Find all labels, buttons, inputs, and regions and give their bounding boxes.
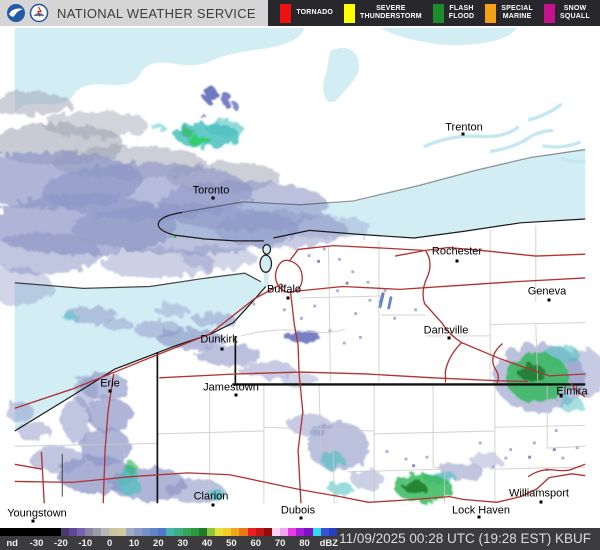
scale-tick: 60 — [250, 537, 262, 549]
scale-tick: nd — [6, 537, 18, 549]
colorbar-segment — [271, 528, 281, 536]
radar-map[interactable] — [0, 26, 600, 528]
colorbar-segment — [117, 528, 126, 536]
colorbar-segment — [0, 528, 61, 536]
colorbar-segment — [101, 528, 110, 536]
scale-tick: -30 — [29, 537, 44, 549]
colorbar-segment — [223, 528, 232, 536]
warning-swatch — [343, 3, 355, 23]
scale-tick: -20 — [54, 537, 68, 549]
brand: NATIONAL WEATHER SERVICE — [0, 3, 256, 23]
warning-swatch — [280, 3, 292, 23]
colorbar-segment — [304, 528, 313, 536]
scale-tick: 50 — [226, 537, 237, 549]
scale-tick: 40 — [201, 537, 213, 549]
colorbar-segment — [150, 528, 159, 536]
scale-tick: 30 — [177, 537, 188, 549]
colorbar-segment — [85, 528, 94, 536]
timestamp: 11/09/2025 00:28 UTC (19:28 EST) KBUF — [339, 531, 591, 546]
colorbar-segment — [158, 528, 167, 536]
nws-logo[interactable] — [29, 3, 49, 23]
colorbar-segment — [190, 528, 199, 536]
colorbar-segment — [174, 528, 183, 536]
colorbar-segment — [239, 528, 248, 536]
colorbar-segment — [320, 528, 329, 536]
radar-map-viewport[interactable] — [0, 26, 600, 528]
warning-swatch — [432, 3, 444, 23]
warning-label: FLASH FLOOD — [448, 5, 475, 20]
warning-label: SNOW SQUALL — [560, 5, 590, 20]
colorbar-segment — [328, 528, 337, 536]
colorbar-segment — [133, 528, 142, 536]
scale-tick: 10 — [128, 537, 140, 549]
colorbar-segment — [141, 528, 151, 536]
warning-label: SEVERE THUNDERSTORM — [359, 5, 422, 20]
colorbar-segment — [215, 528, 224, 536]
scale-tick: 20 — [153, 537, 164, 549]
colorbar-segment — [231, 528, 240, 536]
warning-tornado: TORNADO — [280, 3, 333, 23]
warning-label: TORNADO — [296, 9, 333, 16]
county-lines-layer — [14, 225, 586, 504]
scale-ticks: nd -30 -20 -10 0 10 20 30 40 50 60 70 80 dBZ — [0, 536, 341, 550]
scale-tick: dBZ — [319, 537, 339, 549]
colorbar-segment — [60, 528, 69, 536]
colorbar-segment — [182, 528, 191, 536]
colorbar-segment — [312, 528, 321, 536]
warning-severe-thunderstorm: SEVERE THUNDERSTORM — [343, 3, 422, 23]
colorbar-segment — [280, 528, 289, 536]
colorbar-segment — [166, 528, 175, 536]
colorbar-segment — [206, 528, 216, 536]
colorbar-segment — [125, 528, 134, 536]
state-border-layer — [61, 335, 586, 504]
scale-tick: -10 — [78, 537, 93, 549]
colorbar-segment — [68, 528, 77, 536]
warning-snow-squall: SNOW SQUALL — [544, 3, 590, 23]
colorbar-segment — [247, 528, 256, 536]
colorbar-segment — [198, 528, 207, 536]
warning-swatch — [485, 3, 497, 23]
agency-title: NATIONAL WEATHER SERVICE — [57, 5, 256, 21]
scale-tick: 0 — [106, 537, 113, 549]
warning-special-marine: SPECIAL MARINE — [485, 3, 534, 23]
header-bar: NATIONAL WEATHER SERVICE TORNADO SEVERE T… — [0, 0, 600, 26]
colorbar-segment — [76, 528, 86, 536]
colorbar-segment — [288, 528, 297, 536]
highway-layer — [14, 244, 586, 504]
colorbar-segment — [296, 528, 305, 536]
warning-legend: TORNADO SEVERE THUNDERSTORM FLASH FLOOD SPE… — [268, 0, 600, 26]
warning-label: SPECIAL MARINE — [501, 5, 534, 20]
colorbar-segment — [109, 528, 118, 536]
bay-of-quinte — [422, 102, 586, 164]
colorbar-segment — [255, 528, 264, 536]
status-bar: nd -30 -20 -10 0 10 20 30 40 50 60 70 80 dBZ 11/09/20… — [0, 528, 600, 550]
scale-tick: 80 — [299, 537, 310, 549]
colorbar-segment — [263, 528, 272, 536]
reflectivity-colorbar — [0, 528, 337, 536]
colorbar-segment — [93, 528, 102, 536]
scale-tick: 70 — [274, 537, 286, 549]
noaa-logo[interactable] — [6, 3, 26, 23]
warning-swatch — [544, 3, 556, 23]
warning-flash-flood: FLASH FLOOD — [432, 3, 475, 23]
